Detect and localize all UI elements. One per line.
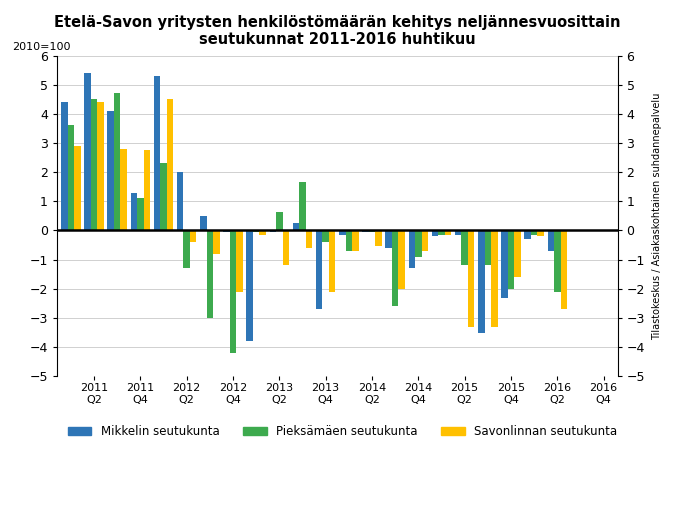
Bar [438,231,445,235]
Bar [246,231,253,341]
Bar [525,231,531,239]
Bar [91,99,97,231]
Bar [292,223,299,231]
Bar [137,198,144,231]
Bar [352,231,359,251]
Bar [114,93,121,231]
Bar [409,231,415,268]
Bar [177,172,183,231]
Bar [85,73,91,231]
Bar [561,231,567,309]
Bar [531,231,538,235]
Bar [299,183,306,231]
Bar [306,231,312,248]
Bar [316,231,322,309]
Bar [236,231,243,292]
Bar [478,231,485,333]
Bar [269,231,276,232]
Bar [190,231,196,242]
Bar [385,231,392,248]
Bar [154,76,160,231]
Bar [548,231,554,251]
Bar [398,231,405,289]
Bar [144,150,150,231]
Bar [468,231,475,327]
Bar [276,211,282,231]
Bar [61,102,68,231]
Bar [415,231,422,257]
Bar [167,99,173,231]
Bar [183,231,190,268]
Bar [160,163,167,231]
Y-axis label: Tilastokeskus / Asiakaskohtainen suhdannepalvelu: Tilastokeskus / Asiakaskohtainen suhdann… [652,92,662,340]
Bar [74,146,81,231]
Bar [501,231,508,298]
Bar [108,111,114,231]
Bar [538,231,544,236]
Bar [485,231,491,266]
Bar [282,231,289,266]
Bar [392,231,398,306]
Bar [200,216,206,231]
Bar [131,193,137,231]
Bar [97,102,104,231]
Title: Etelä-Savon yritysten henkilöstömäärän kehitys neljännesvuosittain
seutukunnat 2: Etelä-Savon yritysten henkilöstömäärän k… [54,15,621,47]
Bar [491,231,498,327]
Bar [345,231,352,251]
Bar [259,231,266,235]
Bar [508,231,515,289]
Bar [230,231,236,353]
Bar [329,231,335,292]
Bar [223,231,230,232]
Bar [445,231,451,235]
Bar [206,231,213,318]
Bar [68,126,74,231]
Bar [322,231,329,242]
Bar [554,231,561,292]
Bar [369,231,375,232]
Bar [455,231,462,235]
Bar [362,231,369,232]
Bar [515,231,521,277]
Bar [375,231,382,246]
Bar [253,231,259,232]
Bar [432,231,438,236]
Bar [121,149,127,231]
Bar [339,231,345,235]
Bar [213,231,219,254]
Bar [422,231,428,251]
Bar [462,231,468,266]
Legend: Mikkelin seutukunta, Pieksämäen seutukunta, Savonlinnan seutukunta: Mikkelin seutukunta, Pieksämäen seutukun… [63,421,622,443]
Text: 2010=100: 2010=100 [12,42,70,52]
